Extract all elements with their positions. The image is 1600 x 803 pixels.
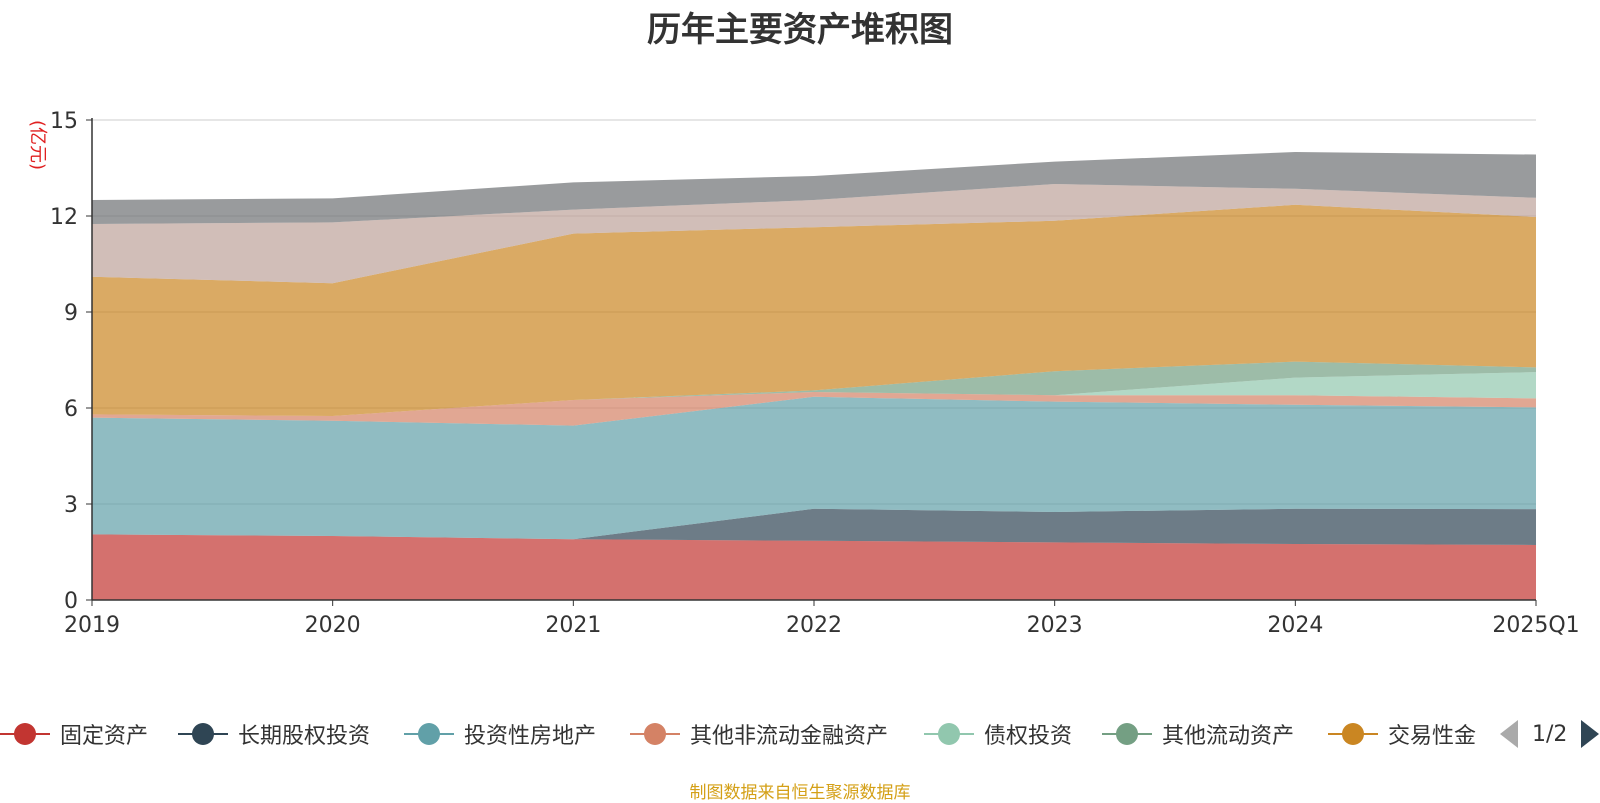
legend-item[interactable]: 长期股权投资 xyxy=(178,714,370,754)
legend-label: 投资性房地产 xyxy=(464,724,597,749)
legend-label: 其他非流动金融资产 xyxy=(690,724,889,749)
y-tick-label: 12 xyxy=(50,205,78,230)
axes: 0 3 6 9 12 15 2019 2020 2021 2022 2023 2024 2025Q1 xyxy=(50,109,1580,638)
area-series-3 xyxy=(92,392,1536,426)
area-series-7 xyxy=(92,184,1536,284)
area-series-4 xyxy=(92,372,1536,416)
x-tick-label: 2019 xyxy=(64,613,120,638)
area-series-6 xyxy=(92,204,1536,416)
x-tick-label: 2022 xyxy=(786,613,842,638)
chart-title: 历年主要资产堆积图 xyxy=(647,10,953,50)
legend-label: 交易性金 xyxy=(1388,724,1477,749)
x-tick-label: 2023 xyxy=(1027,613,1083,638)
y-axis-unit-label: (亿元) xyxy=(27,120,48,170)
legend-item[interactable]: 其他非流动金融资产 xyxy=(630,714,888,754)
legend: 固定资产 长期股权投资 投资性房地产 其他非流动金融资产 债权投资 其他流动资产 交易性金 xyxy=(0,714,1600,754)
legend-item[interactable]: 固定资产 xyxy=(0,714,148,754)
legend-swatch xyxy=(1328,714,1378,754)
x-tick-label: 2025Q1 xyxy=(1492,613,1579,638)
legend-item[interactable]: 债权投资 xyxy=(924,714,1072,754)
legend-swatch xyxy=(1102,714,1152,754)
legend-label: 债权投资 xyxy=(984,724,1073,749)
legend-swatch xyxy=(0,714,50,754)
legend-swatch xyxy=(924,714,974,754)
legend-next-page-button[interactable] xyxy=(1581,720,1600,748)
area-series-layer xyxy=(92,152,1536,600)
y-tick-label: 6 xyxy=(64,397,78,422)
y-tick-label: 3 xyxy=(64,493,78,518)
x-tick-label: 2024 xyxy=(1267,613,1323,638)
y-tick-label: 0 xyxy=(64,589,78,614)
legend-prev-page-button[interactable] xyxy=(1500,720,1518,748)
legend-swatch xyxy=(178,714,228,754)
legend-swatch xyxy=(630,714,680,754)
area-series-8 xyxy=(92,152,1536,224)
area-series-5 xyxy=(92,361,1536,416)
y-tick-label: 15 xyxy=(50,109,78,134)
legend-label: 长期股权投资 xyxy=(238,724,371,749)
area-series-0 xyxy=(92,534,1536,600)
legend-label: 固定资产 xyxy=(60,724,149,749)
legend-pager: 1/2 xyxy=(1500,716,1600,752)
area-series-1 xyxy=(92,508,1536,545)
legend-swatch xyxy=(404,714,454,754)
legend-label: 其他流动资产 xyxy=(1162,724,1295,749)
x-tick-label: 2020 xyxy=(305,613,361,638)
x-tick-label: 2021 xyxy=(545,613,601,638)
y-tick-label: 9 xyxy=(64,301,78,326)
legend-item[interactable]: 交易性金 xyxy=(1328,714,1476,754)
area-series-2 xyxy=(92,396,1536,540)
legend-page-indicator: 1/2 xyxy=(1532,721,1568,747)
legend-item[interactable]: 投资性房地产 xyxy=(404,714,596,754)
legend-item[interactable]: 其他流动资产 xyxy=(1102,714,1294,754)
source-note: 制图数据来自恒生聚源数据库 xyxy=(689,783,911,803)
